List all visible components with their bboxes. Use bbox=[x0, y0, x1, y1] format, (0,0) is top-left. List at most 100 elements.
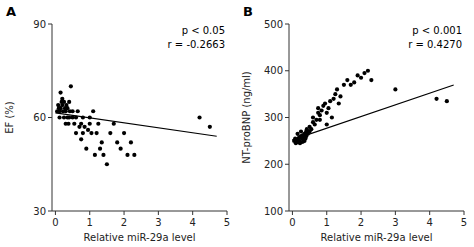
x-tick-label: 4 bbox=[426, 217, 432, 228]
scatter-point bbox=[318, 118, 322, 122]
y-tick-label: 90 bbox=[33, 19, 46, 30]
scatter-point bbox=[79, 137, 83, 141]
scatter-point bbox=[70, 109, 74, 113]
scatter-point bbox=[366, 69, 370, 73]
y-tick bbox=[285, 164, 289, 165]
plot-area bbox=[55, 84, 217, 166]
x-tick-label: 3 bbox=[392, 217, 398, 228]
y-tick-label: 100 bbox=[264, 206, 283, 217]
scatter-point bbox=[91, 109, 95, 113]
x-tick-label: 0 bbox=[289, 217, 295, 228]
scatter-point bbox=[316, 106, 320, 110]
annotation: p < 0.05 bbox=[182, 25, 225, 36]
scatter-point bbox=[67, 100, 71, 104]
x-tick-label: 0 bbox=[52, 217, 58, 228]
scatter-point bbox=[101, 153, 105, 157]
x-tick-label: 2 bbox=[121, 217, 127, 228]
scatter-point bbox=[93, 153, 97, 157]
x-tick bbox=[395, 211, 396, 215]
scatter-point bbox=[197, 115, 201, 119]
panel: 012345306090Relative miR-29a levelEF (%)… bbox=[4, 4, 230, 243]
scatter-point bbox=[311, 115, 315, 119]
x-tick-label: 1 bbox=[87, 217, 93, 228]
scatter-point bbox=[89, 131, 93, 135]
y-tick-label: 300 bbox=[264, 112, 283, 123]
scatter-point bbox=[86, 128, 90, 132]
y-tick bbox=[48, 211, 52, 212]
scatter-point bbox=[325, 111, 329, 115]
scatter-point bbox=[81, 131, 85, 135]
x-tick-label: 3 bbox=[155, 217, 161, 228]
y-tick-label: 200 bbox=[264, 159, 283, 170]
x-tick bbox=[192, 211, 193, 215]
scatter-point bbox=[74, 131, 78, 135]
chart-canvas: 012345306090Relative miR-29a levelEF (%)… bbox=[0, 0, 474, 247]
y-tick bbox=[285, 211, 289, 212]
y-tick-label: 30 bbox=[33, 206, 46, 217]
scatter-point bbox=[132, 153, 136, 157]
x-tick bbox=[429, 211, 430, 215]
y-tick bbox=[285, 117, 289, 118]
y-axis-label: NT-proBNP (ng/ml) bbox=[241, 71, 252, 164]
scatter-point bbox=[326, 106, 330, 110]
scatter-point bbox=[337, 101, 341, 105]
scatter-point bbox=[359, 76, 363, 80]
scatter-point bbox=[100, 140, 104, 144]
scatter-point bbox=[323, 101, 327, 105]
trend-line bbox=[55, 113, 216, 136]
scatter-point bbox=[328, 99, 332, 103]
scatter-point bbox=[79, 122, 83, 126]
scatter-point bbox=[393, 87, 397, 91]
scatter-point bbox=[82, 125, 86, 129]
scatter-point bbox=[108, 131, 112, 135]
panel-label: B bbox=[243, 4, 253, 19]
x-tick bbox=[158, 211, 159, 215]
scatter-point bbox=[332, 97, 336, 101]
scatter-point bbox=[318, 113, 322, 117]
trend-line bbox=[292, 85, 453, 140]
panel-label: A bbox=[6, 4, 16, 19]
scatter-point bbox=[122, 131, 126, 135]
x-tick bbox=[89, 211, 90, 215]
scatter-point bbox=[333, 92, 337, 96]
scatter-point bbox=[76, 109, 80, 113]
x-tick bbox=[124, 211, 125, 215]
y-tick bbox=[48, 117, 52, 118]
y-tick-label: 500 bbox=[264, 19, 283, 30]
scatter-point bbox=[352, 80, 356, 84]
scatter-point bbox=[96, 122, 100, 126]
scatter-point bbox=[105, 162, 109, 166]
scatter-point bbox=[69, 84, 73, 88]
x-axis-label: Relative miR-29a level bbox=[84, 232, 196, 243]
scatter-point bbox=[309, 127, 313, 131]
scatter-point bbox=[445, 99, 449, 103]
scatter-point bbox=[338, 94, 342, 98]
scatter-point bbox=[57, 115, 61, 119]
scatter-point bbox=[115, 140, 119, 144]
scatter-point bbox=[98, 147, 102, 151]
annotation: p < 0.001 bbox=[412, 25, 462, 36]
y-tick bbox=[48, 24, 52, 25]
y-tick-label: 400 bbox=[264, 65, 283, 76]
scatter-point bbox=[66, 122, 70, 126]
x-tick bbox=[361, 211, 362, 215]
y-tick-label: 60 bbox=[33, 112, 46, 123]
x-tick-label: 5 bbox=[461, 217, 467, 228]
scatter-point bbox=[434, 97, 438, 101]
scatter-point bbox=[129, 140, 133, 144]
scatter-point bbox=[119, 147, 123, 151]
y-tick bbox=[285, 70, 289, 71]
panel: 012345100200300400500Relative miR-29a le… bbox=[241, 4, 467, 243]
scatter-point bbox=[112, 122, 116, 126]
scatter-point bbox=[88, 122, 92, 126]
scatter-point bbox=[362, 71, 366, 75]
x-tick bbox=[227, 211, 228, 215]
scatter-point bbox=[299, 129, 303, 133]
annotation: r = -0.2663 bbox=[168, 39, 225, 50]
scatter-point bbox=[356, 73, 360, 77]
scatter-point bbox=[349, 83, 353, 87]
scatter-point bbox=[313, 122, 317, 126]
x-tick-label: 2 bbox=[358, 217, 364, 228]
scatter-point bbox=[319, 108, 323, 112]
x-axis-line bbox=[52, 211, 227, 212]
